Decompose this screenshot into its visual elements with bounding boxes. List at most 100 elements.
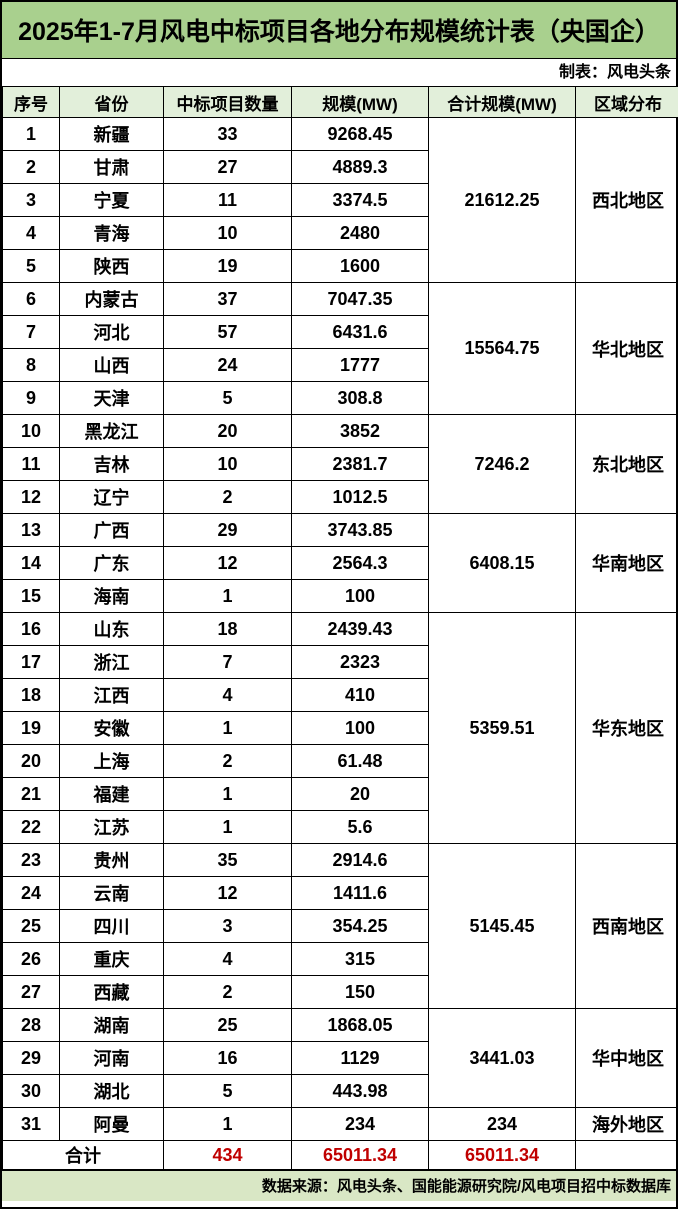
column-header-total-scale: 合计规模(MW) bbox=[428, 86, 576, 118]
count-cell: 11 bbox=[163, 183, 292, 217]
scale-cell: 1012.5 bbox=[291, 480, 429, 514]
province-cell: 福建 bbox=[59, 777, 164, 811]
region-name-cell: 华东地区 bbox=[575, 612, 678, 844]
column-header-province: 省份 bbox=[59, 86, 164, 118]
table-row: 6 内蒙古 37 7047.35 15564.75 华北地区 bbox=[2, 282, 678, 415]
scale-cell: 20 bbox=[291, 777, 429, 811]
province-cell: 内蒙古 bbox=[59, 282, 164, 316]
table-row: 31 阿曼 1 234 234 海外地区 bbox=[2, 1107, 678, 1141]
page-title: 2025年1-7月风电中标项目各地分布规模统计表（央国企） bbox=[2, 2, 676, 59]
count-cell: 57 bbox=[163, 315, 292, 349]
province-cell: 重庆 bbox=[59, 942, 164, 976]
table-row: 19 安徽 1 100 bbox=[2, 711, 678, 745]
seq-cell: 31 bbox=[2, 1107, 60, 1141]
region-name-cell: 东北地区 bbox=[575, 414, 678, 514]
count-cell: 18 bbox=[163, 612, 292, 646]
seq-cell: 27 bbox=[2, 975, 60, 1009]
scale-cell: 315 bbox=[291, 942, 429, 976]
table-row: 7 河北 57 6431.6 bbox=[2, 315, 678, 349]
seq-cell: 5 bbox=[2, 249, 60, 283]
table-body: 1 新疆 33 9268.45 21612.25 西北地区 2 甘肃 27 4889.3 3 宁夏 11… bbox=[2, 117, 678, 1141]
count-cell: 1 bbox=[163, 711, 292, 745]
province-cell: 青海 bbox=[59, 216, 164, 250]
scale-cell: 9268.45 bbox=[291, 117, 429, 151]
column-header-count: 中标项目数量 bbox=[163, 86, 292, 118]
scale-cell: 1411.6 bbox=[291, 876, 429, 910]
seq-cell: 23 bbox=[2, 843, 60, 877]
scale-cell: 3852 bbox=[291, 414, 429, 448]
table-row: 16 山东 18 2439.43 5359.51 华东地区 bbox=[2, 612, 678, 844]
count-cell: 10 bbox=[163, 216, 292, 250]
province-cell: 江苏 bbox=[59, 810, 164, 844]
region-name-cell: 西北地区 bbox=[575, 117, 678, 283]
count-cell: 12 bbox=[163, 546, 292, 580]
region-total-cell: 3441.03 bbox=[428, 1008, 576, 1108]
province-cell: 宁夏 bbox=[59, 183, 164, 217]
province-cell: 新疆 bbox=[59, 117, 164, 151]
scale-cell: 354.25 bbox=[291, 909, 429, 943]
province-cell: 河北 bbox=[59, 315, 164, 349]
province-cell: 西藏 bbox=[59, 975, 164, 1009]
province-cell: 湖南 bbox=[59, 1008, 164, 1042]
table-row: 18 江西 4 410 bbox=[2, 678, 678, 712]
count-cell: 5 bbox=[163, 381, 292, 415]
seq-cell: 3 bbox=[2, 183, 60, 217]
province-cell: 广西 bbox=[59, 513, 164, 547]
table-row: 20 上海 2 61.48 bbox=[2, 744, 678, 778]
seq-cell: 7 bbox=[2, 315, 60, 349]
table-row: 15 海南 1 100 bbox=[2, 579, 678, 613]
region-name-cell: 华中地区 bbox=[575, 1008, 678, 1108]
count-cell: 33 bbox=[163, 117, 292, 151]
count-cell: 37 bbox=[163, 282, 292, 316]
seq-cell: 10 bbox=[2, 414, 60, 448]
count-cell: 1 bbox=[163, 777, 292, 811]
seq-cell: 17 bbox=[2, 645, 60, 679]
scale-cell: 1129 bbox=[291, 1041, 429, 1075]
column-header-scale: 规模(MW) bbox=[291, 86, 429, 118]
count-cell: 1 bbox=[163, 810, 292, 844]
table-row: 9 天津 5 308.8 bbox=[2, 381, 678, 415]
count-cell: 1 bbox=[163, 1107, 292, 1141]
province-cell: 安徽 bbox=[59, 711, 164, 745]
seq-cell: 1 bbox=[2, 117, 60, 151]
table-row: 1 新疆 33 9268.45 21612.25 西北地区 bbox=[2, 117, 678, 283]
seq-cell: 30 bbox=[2, 1074, 60, 1108]
scale-cell: 410 bbox=[291, 678, 429, 712]
province-cell: 黑龙江 bbox=[59, 414, 164, 448]
stats-table: 序号 省份 中标项目数量 规模(MW) 合计规模(MW) 区域分布 1 新疆 33 9… bbox=[2, 86, 678, 1170]
table-row: 13 广西 29 3743.85 6408.15 华南地区 bbox=[2, 513, 678, 613]
count-cell: 2 bbox=[163, 744, 292, 778]
region-total-cell: 6408.15 bbox=[428, 513, 576, 613]
province-cell: 阿曼 bbox=[59, 1107, 164, 1141]
scale-cell: 234 bbox=[291, 1107, 429, 1141]
province-cell: 浙江 bbox=[59, 645, 164, 679]
count-cell: 19 bbox=[163, 249, 292, 283]
province-cell: 甘肃 bbox=[59, 150, 164, 184]
province-cell: 云南 bbox=[59, 876, 164, 910]
scale-cell: 2564.3 bbox=[291, 546, 429, 580]
region-total-cell: 5145.45 bbox=[428, 843, 576, 1009]
scale-cell: 100 bbox=[291, 711, 429, 745]
province-cell: 吉林 bbox=[59, 447, 164, 481]
region-name-cell: 华南地区 bbox=[575, 513, 678, 613]
count-cell: 29 bbox=[163, 513, 292, 547]
region-name-cell: 华北地区 bbox=[575, 282, 678, 415]
count-cell: 5 bbox=[163, 1074, 292, 1108]
grand-total-label: 合计 bbox=[2, 1140, 164, 1170]
table-row: 29 河南 16 1129 bbox=[2, 1041, 678, 1075]
seq-cell: 19 bbox=[2, 711, 60, 745]
province-cell: 山东 bbox=[59, 612, 164, 646]
grand-total-region-empty bbox=[575, 1140, 678, 1170]
scale-cell: 2914.6 bbox=[291, 843, 429, 877]
count-cell: 7 bbox=[163, 645, 292, 679]
scale-cell: 4889.3 bbox=[291, 150, 429, 184]
count-cell: 2 bbox=[163, 975, 292, 1009]
count-cell: 27 bbox=[163, 150, 292, 184]
region-total-cell: 7246.2 bbox=[428, 414, 576, 514]
table-row: 25 四川 3 354.25 bbox=[2, 909, 678, 943]
table-row: 26 重庆 4 315 bbox=[2, 942, 678, 976]
table-row: 22 江苏 1 5.6 bbox=[2, 810, 678, 844]
province-cell: 陕西 bbox=[59, 249, 164, 283]
count-cell: 4 bbox=[163, 942, 292, 976]
table-row: 21 福建 1 20 bbox=[2, 777, 678, 811]
